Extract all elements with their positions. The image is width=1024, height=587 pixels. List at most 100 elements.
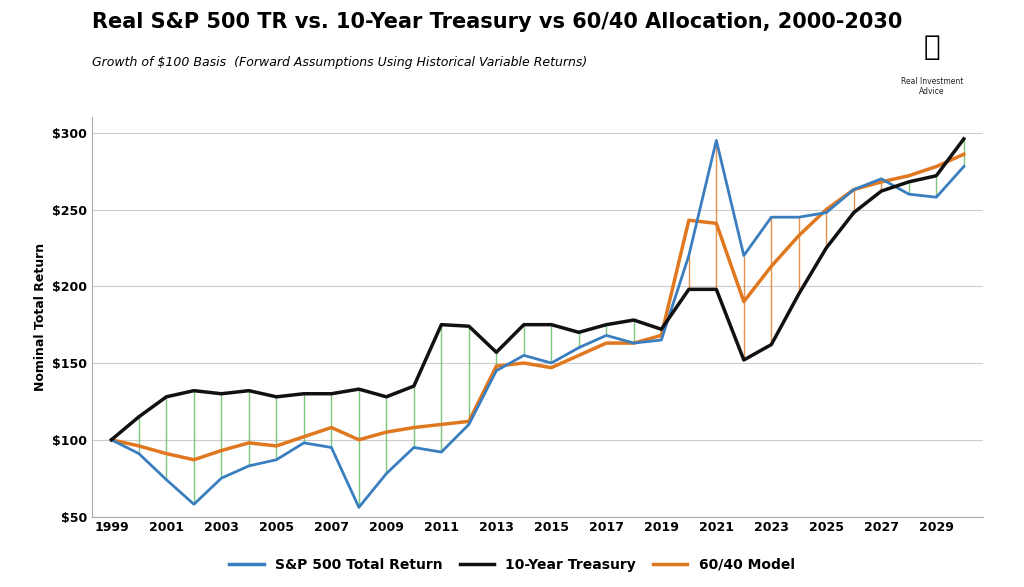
S&P 500 Total Return <box>243 463 255 470</box>
S&P 500 Total Return <box>133 450 145 457</box>
10-Year Treasury <box>765 341 777 348</box>
10-Year Treasury <box>848 209 860 216</box>
S&P 500 Total Return <box>628 339 640 346</box>
S&P 500 Total Return <box>572 344 585 351</box>
60/40 Model <box>243 439 255 446</box>
10-Year Treasury <box>655 326 668 333</box>
10-Year Treasury <box>820 244 833 251</box>
60/40 Model <box>600 339 612 346</box>
S&P 500 Total Return <box>930 194 942 201</box>
60/40 Model <box>957 151 970 158</box>
10-Year Treasury <box>408 383 420 390</box>
10-Year Treasury <box>161 393 173 400</box>
60/40 Model <box>628 339 640 346</box>
S&P 500 Total Return <box>876 176 888 183</box>
10-Year Treasury <box>518 321 530 328</box>
Line: S&P 500 Total Return: S&P 500 Total Return <box>112 140 964 507</box>
S&P 500 Total Return <box>270 456 283 463</box>
10-Year Treasury <box>187 387 200 394</box>
S&P 500 Total Return <box>298 439 310 446</box>
S&P 500 Total Return <box>187 501 200 508</box>
10-Year Treasury <box>270 393 283 400</box>
60/40 Model <box>765 263 777 270</box>
10-Year Treasury <box>930 172 942 179</box>
Text: 🦅: 🦅 <box>924 33 940 60</box>
10-Year Treasury <box>380 393 392 400</box>
10-Year Treasury <box>876 188 888 195</box>
10-Year Treasury <box>435 321 447 328</box>
60/40 Model <box>270 443 283 450</box>
60/40 Model <box>215 447 227 454</box>
S&P 500 Total Return <box>105 436 118 443</box>
60/40 Model <box>572 352 585 359</box>
S&P 500 Total Return <box>848 186 860 193</box>
S&P 500 Total Return <box>820 209 833 216</box>
10-Year Treasury <box>683 286 695 293</box>
60/40 Model <box>463 418 475 425</box>
10-Year Treasury <box>628 316 640 323</box>
60/40 Model <box>820 206 833 213</box>
10-Year Treasury <box>572 329 585 336</box>
60/40 Model <box>352 436 365 443</box>
60/40 Model <box>683 217 695 224</box>
10-Year Treasury <box>352 386 365 393</box>
60/40 Model <box>380 429 392 436</box>
10-Year Treasury <box>463 323 475 330</box>
S&P 500 Total Return <box>957 163 970 170</box>
60/40 Model <box>711 220 723 227</box>
S&P 500 Total Return <box>518 352 530 359</box>
60/40 Model <box>105 436 118 443</box>
S&P 500 Total Return <box>352 504 365 511</box>
60/40 Model <box>298 433 310 440</box>
10-Year Treasury <box>490 349 503 356</box>
60/40 Model <box>435 421 447 428</box>
S&P 500 Total Return <box>490 367 503 375</box>
60/40 Model <box>161 450 173 457</box>
Y-axis label: Nominal Total Return: Nominal Total Return <box>34 243 47 391</box>
10-Year Treasury <box>793 291 805 298</box>
60/40 Model <box>876 178 888 185</box>
S&P 500 Total Return <box>793 214 805 221</box>
Line: 10-Year Treasury: 10-Year Treasury <box>112 139 964 440</box>
Text: Real Investment
Advice: Real Investment Advice <box>901 76 963 96</box>
60/40 Model <box>737 298 750 305</box>
10-Year Treasury <box>105 436 118 443</box>
S&P 500 Total Return <box>326 444 338 451</box>
10-Year Treasury <box>957 136 970 143</box>
60/40 Model <box>545 364 557 371</box>
Line: 60/40 Model: 60/40 Model <box>112 154 964 460</box>
Text: Real S&P 500 TR vs. 10-Year Treasury vs 60/40 Allocation, 2000-2030: Real S&P 500 TR vs. 10-Year Treasury vs … <box>92 12 902 32</box>
S&P 500 Total Return <box>408 444 420 451</box>
S&P 500 Total Return <box>683 252 695 259</box>
60/40 Model <box>655 332 668 339</box>
60/40 Model <box>187 456 200 463</box>
S&P 500 Total Return <box>711 137 723 144</box>
10-Year Treasury <box>737 356 750 363</box>
10-Year Treasury <box>298 390 310 397</box>
60/40 Model <box>902 172 914 179</box>
60/40 Model <box>793 232 805 239</box>
S&P 500 Total Return <box>435 448 447 456</box>
60/40 Model <box>490 363 503 370</box>
S&P 500 Total Return <box>463 421 475 428</box>
S&P 500 Total Return <box>765 214 777 221</box>
60/40 Model <box>326 424 338 431</box>
S&P 500 Total Return <box>161 476 173 483</box>
S&P 500 Total Return <box>902 191 914 198</box>
Text: Growth of $100 Basis  (Forward Assumptions Using Historical Variable Returns): Growth of $100 Basis (Forward Assumption… <box>92 56 588 69</box>
10-Year Treasury <box>243 387 255 394</box>
10-Year Treasury <box>600 321 612 328</box>
10-Year Treasury <box>711 286 723 293</box>
S&P 500 Total Return <box>655 336 668 343</box>
10-Year Treasury <box>215 390 227 397</box>
60/40 Model <box>518 359 530 366</box>
10-Year Treasury <box>545 321 557 328</box>
10-Year Treasury <box>902 178 914 185</box>
10-Year Treasury <box>133 413 145 420</box>
S&P 500 Total Return <box>545 359 557 366</box>
60/40 Model <box>408 424 420 431</box>
S&P 500 Total Return <box>737 252 750 259</box>
60/40 Model <box>133 443 145 450</box>
60/40 Model <box>848 186 860 193</box>
Legend: S&P 500 Total Return, 10-Year Treasury, 60/40 Model: S&P 500 Total Return, 10-Year Treasury, … <box>224 552 800 577</box>
